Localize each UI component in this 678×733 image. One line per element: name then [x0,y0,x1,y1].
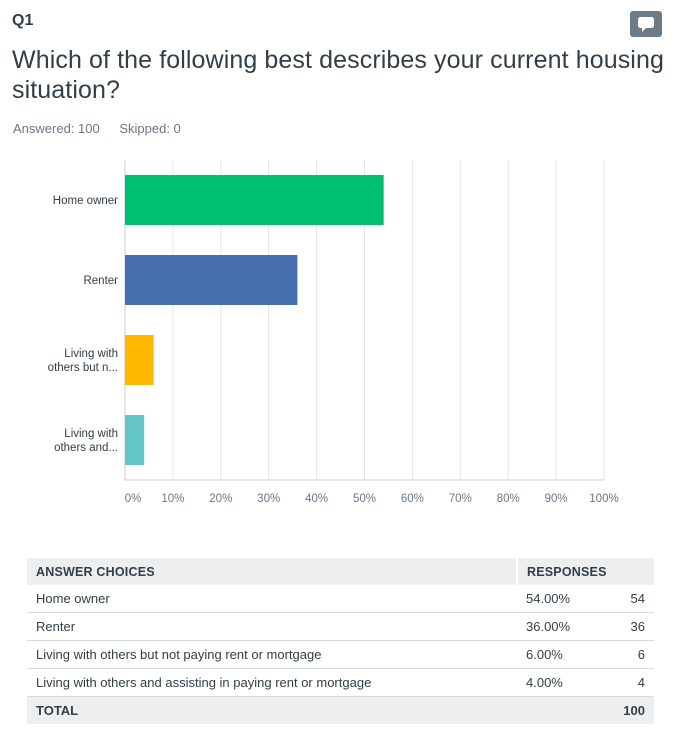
skipped-count: Skipped: 0 [119,121,181,136]
bar[interactable] [125,175,384,225]
row-percent: 36.00% [517,612,602,641]
row-count: 54 [602,585,654,613]
row-count: 36 [602,612,654,641]
row-choice: Home owner [27,585,517,613]
table-row: Renter 36.00% 36 [27,612,654,641]
answered-count: Answered: 100 [13,121,100,136]
category-label: Home owner [53,195,118,207]
x-tick-label: 90% [545,493,568,505]
row-choice: Renter [27,612,517,641]
chart-bars [125,175,384,465]
question-title: Which of the following best describes yo… [12,46,664,104]
category-label: Living with others but n... [48,348,118,374]
category-label: Renter [83,275,118,287]
table-header-row: ANSWER CHOICES RESPONSES [27,558,654,585]
row-count: 4 [602,668,654,697]
x-tick-label: 40% [305,493,328,505]
row-choice: Living with others but not paying rent o… [27,640,517,669]
bar-chart: Home owner Renter Living with others but n.… [48,160,619,505]
comment-button[interactable] [630,11,662,37]
category-label: Living with others and... [54,428,118,454]
x-tick-labels: 0% 10% 20% 30% 40% 50% 60% 70% 80% 90% 100% [125,493,619,505]
x-tick-label: 10% [161,493,184,505]
x-tick-label: 70% [449,493,472,505]
answer-table: ANSWER CHOICES RESPONSES Home owner 54.0… [27,558,654,724]
row-percent: 6.00% [517,640,602,669]
total-value: 100 [602,696,654,724]
bar[interactable] [125,335,154,385]
table-row: Living with others but not paying rent o… [27,640,654,669]
x-tick-label: 30% [257,493,280,505]
row-count: 6 [602,640,654,669]
row-percent: 54.00% [517,585,602,613]
total-row: TOTAL 100 [27,696,654,724]
x-tick-label: 20% [209,493,232,505]
response-stats: Answered: 100 Skipped: 0 [13,121,197,136]
x-tick-label: 0% [125,493,142,505]
header-responses: RESPONSES [516,558,654,585]
bar[interactable] [125,415,145,465]
bar[interactable] [125,255,298,305]
table-row: Living with others and assisting in payi… [27,668,654,697]
x-tick-label: 80% [497,493,520,505]
table-row: Home owner 54.00% 54 [27,585,654,613]
row-choice: Living with others and assisting in payi… [27,668,517,697]
category-labels: Home owner Renter Living with others but n.… [48,195,118,454]
row-percent: 4.00% [517,668,602,697]
total-label: TOTAL [27,696,517,724]
question-number: Q1 [12,12,34,29]
x-tick-label: 50% [353,493,376,505]
x-tick-label: 60% [401,493,424,505]
comment-icon [638,16,654,32]
header-answer-choices: ANSWER CHOICES [27,558,517,585]
x-tick-label: 100% [589,493,618,505]
